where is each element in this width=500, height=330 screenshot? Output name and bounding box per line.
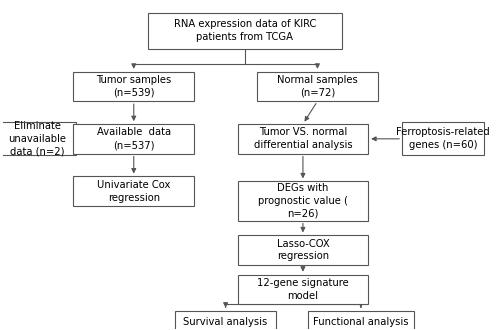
Text: Eliminate
unavailable
data (n=2): Eliminate unavailable data (n=2): [8, 121, 66, 157]
Text: Functional analysis: Functional analysis: [313, 317, 408, 327]
Text: Normal samples
(n=72): Normal samples (n=72): [277, 75, 358, 98]
Text: Survival analysis: Survival analysis: [184, 317, 268, 327]
Bar: [238, 275, 368, 304]
Bar: [175, 311, 276, 330]
Text: Tumor samples
(n=539): Tumor samples (n=539): [96, 75, 172, 98]
Bar: [402, 122, 484, 155]
Bar: [238, 235, 368, 265]
Bar: [74, 72, 194, 101]
Text: Lasso-COX
regression: Lasso-COX regression: [276, 239, 330, 261]
Text: Univariate Cox
regression: Univariate Cox regression: [97, 180, 170, 203]
Text: 12-gene signature
model: 12-gene signature model: [257, 278, 349, 301]
Bar: [74, 177, 194, 206]
Bar: [148, 13, 342, 49]
Text: Tumor VS. normal
differential analysis: Tumor VS. normal differential analysis: [254, 127, 352, 150]
Text: RNA expression data of KIRC
patients from TCGA: RNA expression data of KIRC patients fro…: [174, 19, 316, 42]
Text: Available  data
(n=537): Available data (n=537): [96, 127, 171, 150]
Bar: [0, 122, 76, 155]
Text: DEGs with
prognostic value (
n=26): DEGs with prognostic value ( n=26): [258, 183, 348, 219]
Bar: [74, 124, 194, 153]
Text: Ferroptosis-related
genes (n=60): Ferroptosis-related genes (n=60): [396, 127, 490, 150]
Bar: [238, 182, 368, 221]
Bar: [257, 72, 378, 101]
Bar: [238, 124, 368, 153]
Bar: [308, 311, 414, 330]
